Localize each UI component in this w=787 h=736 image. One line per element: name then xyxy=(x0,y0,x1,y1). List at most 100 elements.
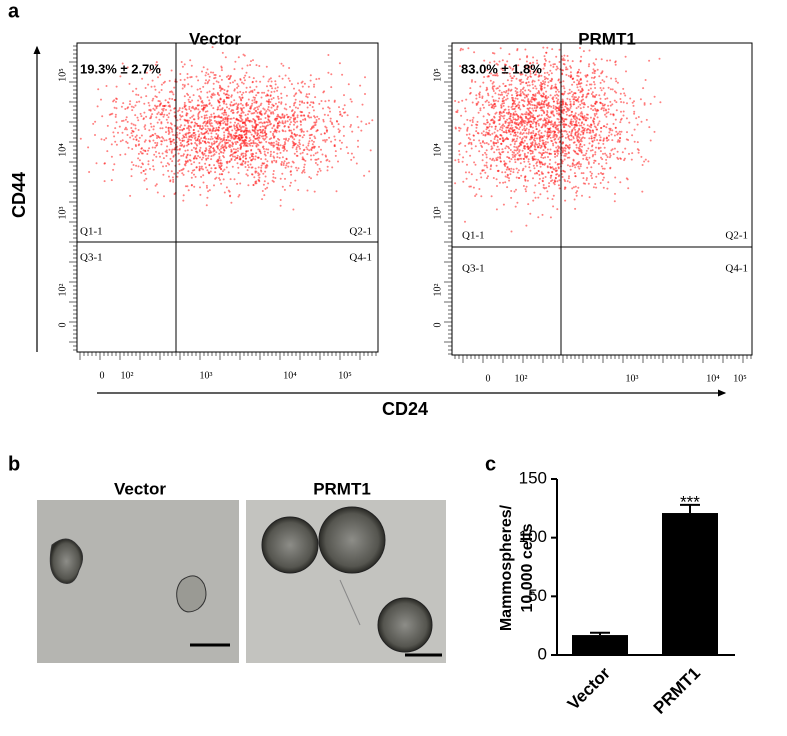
cell-dot xyxy=(187,140,189,142)
quadrant-label: Q3-1 xyxy=(80,252,103,264)
cell-dot xyxy=(551,97,553,99)
cell-dot xyxy=(193,158,195,160)
cell-dot xyxy=(153,128,155,130)
cell-dot xyxy=(223,169,225,171)
cell-dot xyxy=(600,108,602,110)
cell-dot xyxy=(292,115,294,117)
cell-dot xyxy=(464,221,466,223)
cell-dot xyxy=(552,136,554,138)
cell-dot xyxy=(347,114,349,116)
cell-dot xyxy=(526,146,528,148)
cell-dot xyxy=(499,128,501,130)
cell-dot xyxy=(294,153,296,155)
cell-dot xyxy=(276,125,278,127)
cell-dot xyxy=(475,145,477,147)
cell-dot xyxy=(253,176,255,178)
x-tick-label: 10⁴ xyxy=(706,373,720,384)
plot-frame xyxy=(77,43,378,352)
cell-dot xyxy=(309,104,311,106)
cell-dot xyxy=(265,127,267,129)
cell-dot xyxy=(135,145,137,147)
cell-dot xyxy=(255,182,257,184)
cell-dot xyxy=(284,125,286,127)
cell-dot xyxy=(324,126,326,128)
cell-dot xyxy=(259,81,261,83)
cell-dot xyxy=(556,113,558,115)
cell-dot xyxy=(222,107,224,109)
cell-dot xyxy=(586,132,588,134)
cell-dot xyxy=(570,119,572,121)
cell-dot xyxy=(540,118,542,120)
cell-dot xyxy=(153,169,155,171)
cell-dot xyxy=(633,113,635,115)
cell-dot xyxy=(176,134,178,136)
cell-dot xyxy=(169,132,171,134)
cell-dot xyxy=(459,154,461,156)
cell-dot xyxy=(330,86,332,88)
cell-dot xyxy=(617,151,619,153)
cell-dot xyxy=(512,116,514,118)
cell-dot xyxy=(528,129,530,131)
cell-dot xyxy=(312,143,314,145)
cell-dot xyxy=(501,171,503,173)
cell-dot xyxy=(212,93,214,95)
cell-dot xyxy=(314,146,316,148)
cell-dot xyxy=(88,171,90,173)
cell-dot xyxy=(189,96,191,98)
cell-dot xyxy=(634,141,636,143)
cell-dot xyxy=(211,125,213,127)
cell-dot xyxy=(140,148,142,150)
cell-dot xyxy=(493,144,495,146)
cell-dot xyxy=(291,133,293,135)
cell-dot xyxy=(320,161,322,163)
bar-chart: c050100150Mammospheres/10,000 cellsVecto… xyxy=(485,453,735,717)
cell-dot xyxy=(563,55,565,57)
cell-dot xyxy=(620,158,622,160)
cell-dot xyxy=(609,59,611,61)
cell-dot xyxy=(240,103,242,105)
cell-dot xyxy=(368,170,370,172)
cell-dot xyxy=(220,159,222,161)
cell-dot xyxy=(486,119,488,121)
cell-dot xyxy=(168,113,170,115)
cell-dot xyxy=(508,168,510,170)
cell-dot xyxy=(483,130,485,132)
cell-dot xyxy=(606,112,608,114)
cell-dot xyxy=(547,197,549,199)
cell-dot xyxy=(115,98,117,100)
cell-dot xyxy=(117,132,119,134)
cell-dot xyxy=(185,133,187,135)
cell-dot xyxy=(231,129,233,131)
cell-dot xyxy=(112,169,114,171)
cell-dot xyxy=(557,128,559,130)
cell-dot xyxy=(214,171,216,173)
cell-dot xyxy=(503,125,505,127)
cell-dot xyxy=(519,133,521,135)
cell-dot xyxy=(499,119,501,121)
cell-dot xyxy=(527,85,529,87)
cell-dot xyxy=(261,135,263,137)
cell-dot xyxy=(517,172,519,174)
cell-dot xyxy=(487,94,489,96)
cell-dot xyxy=(186,154,188,156)
cell-dot xyxy=(264,151,266,153)
cell-dot xyxy=(472,121,474,123)
cell-dot xyxy=(469,120,471,122)
cell-dot xyxy=(476,179,478,181)
cell-dot xyxy=(148,147,150,149)
cell-dot xyxy=(231,145,233,147)
cell-dot xyxy=(506,186,508,188)
cell-dot xyxy=(536,173,538,175)
cell-dot xyxy=(494,132,496,134)
cell-dot xyxy=(523,105,525,107)
cell-dot xyxy=(557,99,559,101)
cell-dot xyxy=(458,159,460,161)
cell-dot xyxy=(588,63,590,65)
cell-dot xyxy=(497,139,499,141)
cell-dot xyxy=(499,111,501,113)
cell-dot xyxy=(184,150,186,152)
cell-dot xyxy=(476,103,478,105)
cell-dot xyxy=(578,122,580,124)
cell-dot xyxy=(559,61,561,63)
cell-dot xyxy=(165,126,167,128)
